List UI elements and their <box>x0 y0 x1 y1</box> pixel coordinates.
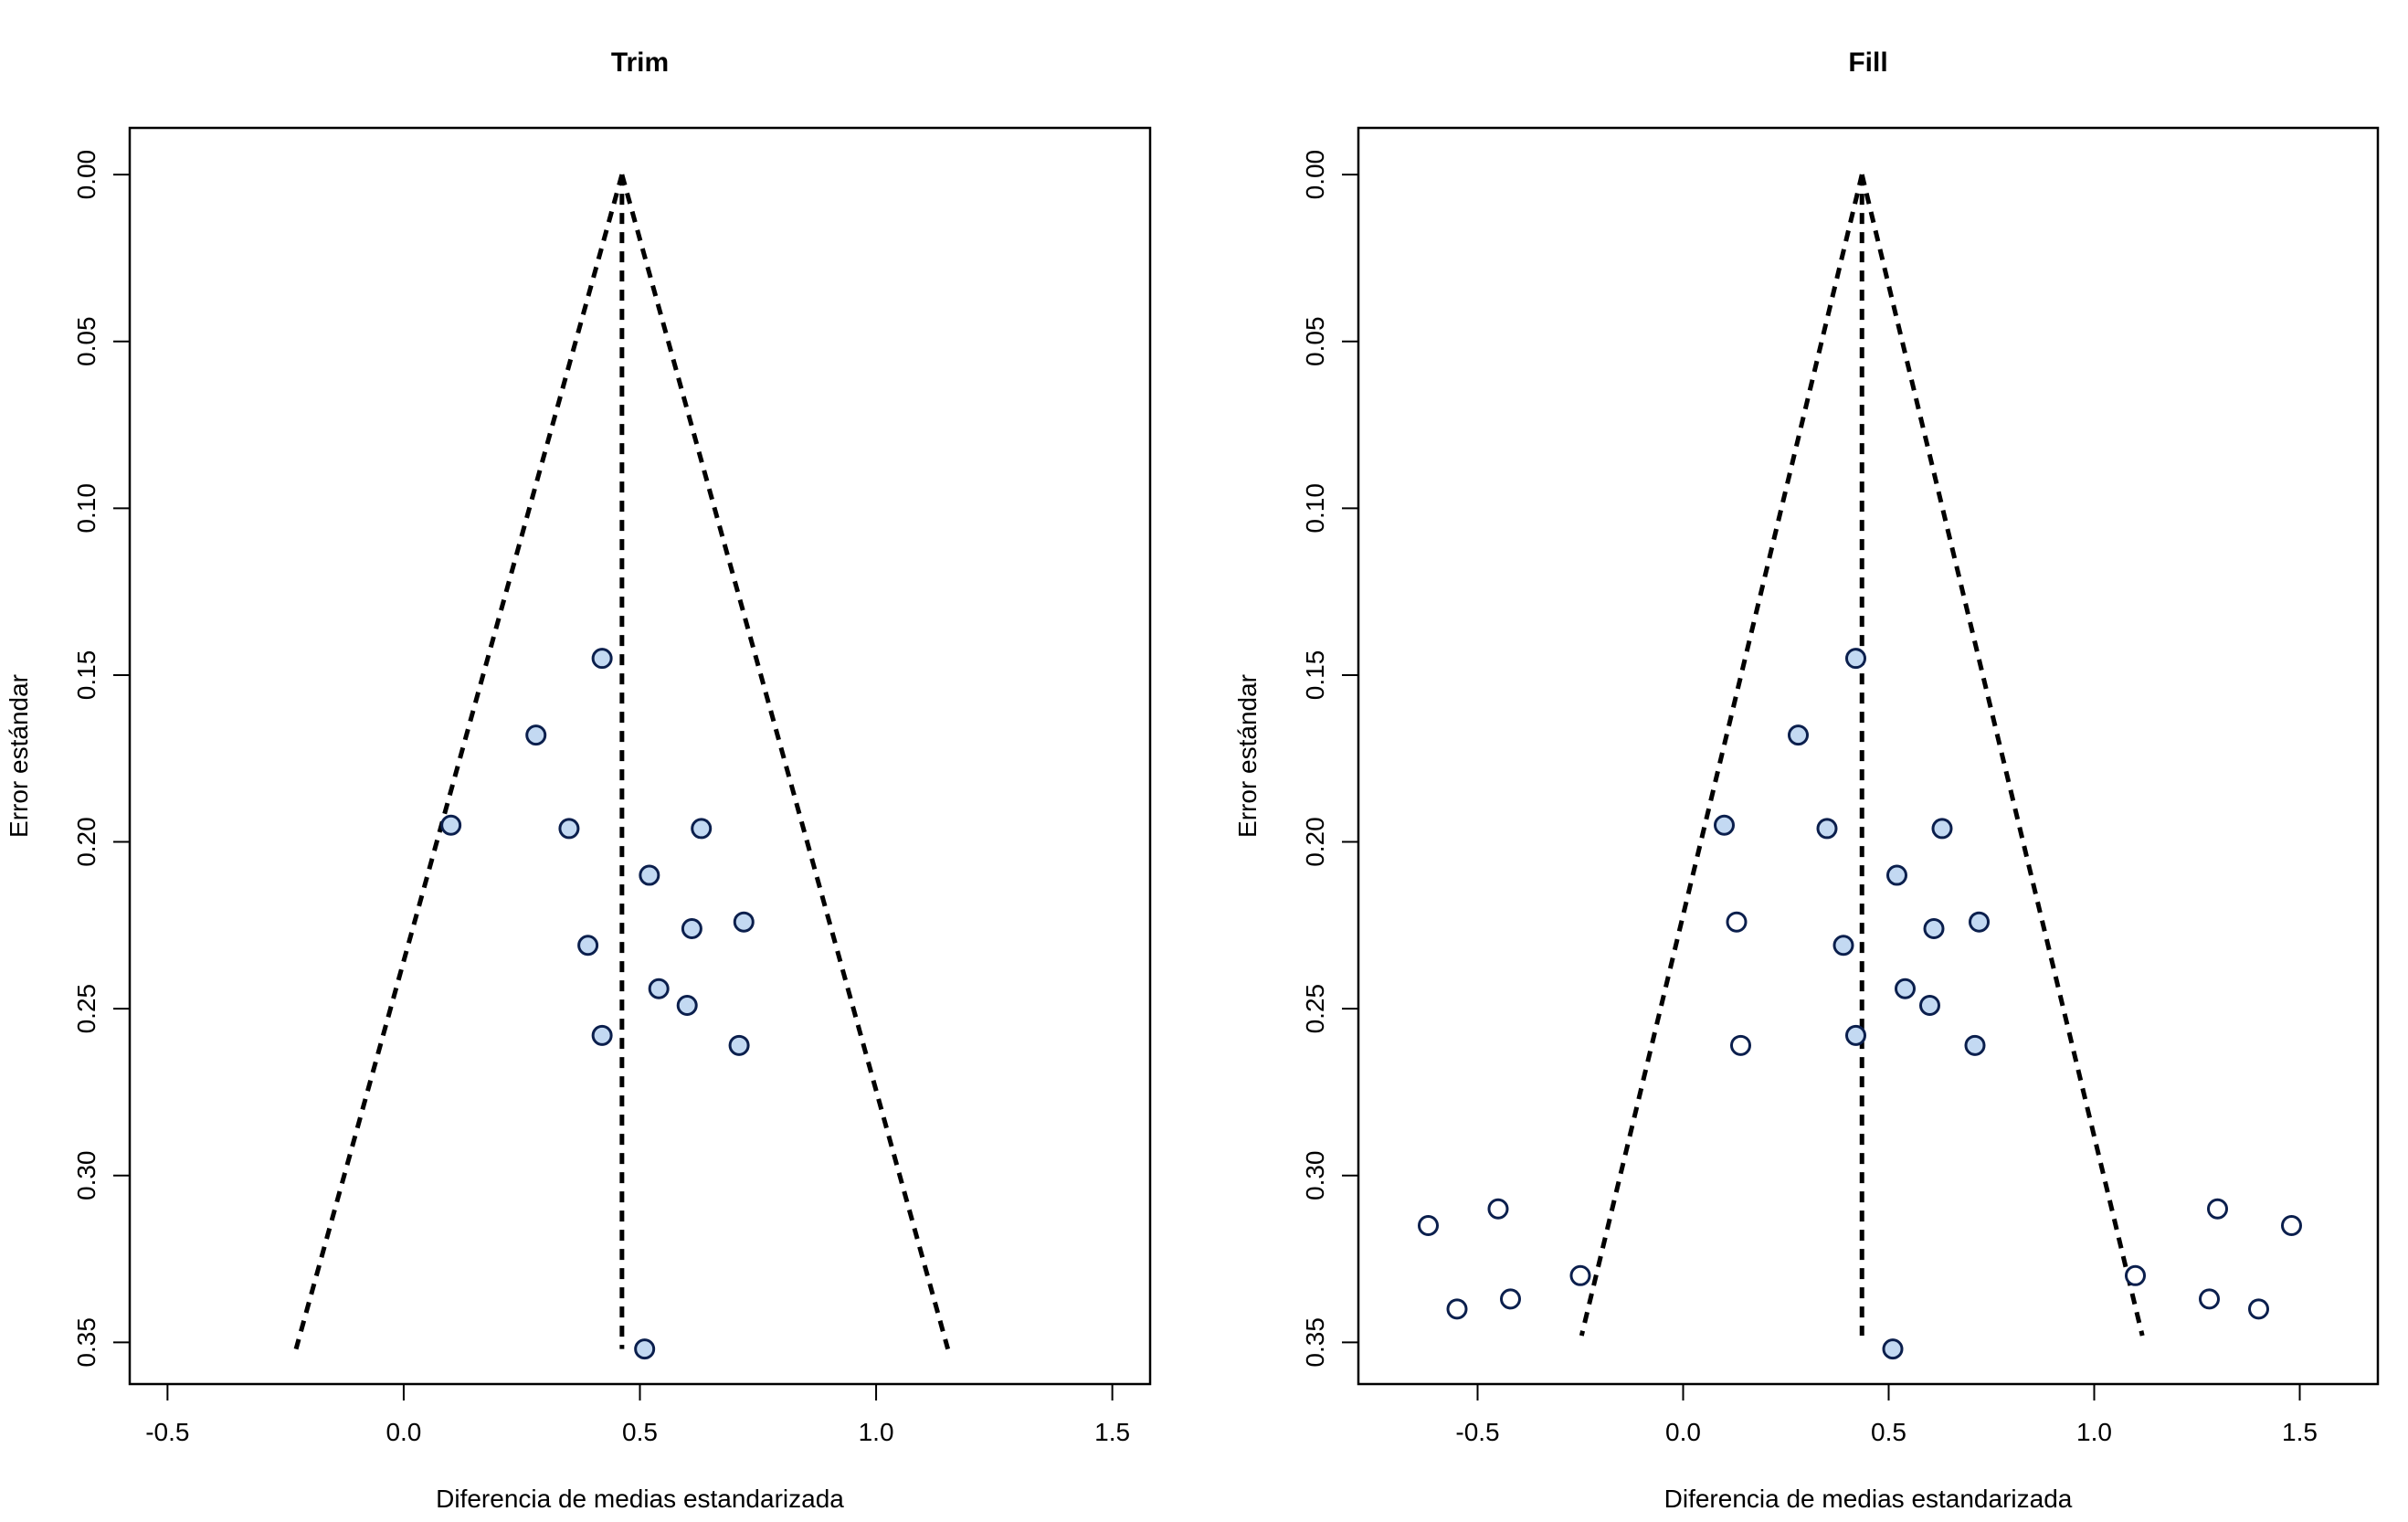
trim-funnel-left-bound <box>293 174 625 1350</box>
fill-observed-study-point <box>1964 1034 1986 1056</box>
fill-x-tick-label: 1.0 <box>2076 1418 2112 1446</box>
fill-y-axis-label: Error estándar <box>1233 674 1262 838</box>
fill-observed-study-point <box>1931 818 1953 840</box>
trim-observed-study-point <box>648 978 670 999</box>
trim-observed-study-point <box>733 911 755 933</box>
trim-y-tick-label: 0.05 <box>72 316 100 366</box>
fill-imputed-study-point <box>2207 1198 2228 1220</box>
fill-imputed-study-point <box>1446 1298 1468 1320</box>
trim-x-axis-label: Diferencia de medias estandarizada <box>436 1485 844 1513</box>
fill-imputed-study-point <box>2125 1264 2146 1286</box>
fill-observed-study-point <box>1845 1024 1866 1046</box>
fill-imputed-study-point <box>2248 1298 2269 1320</box>
fill-observed-study-point <box>1788 724 1809 746</box>
fill-observed-study-point <box>1714 814 1735 836</box>
fill-imputed-study-point <box>1569 1264 1591 1286</box>
fill-x-axis-label: Diferencia de medias estandarizada <box>1664 1485 2073 1513</box>
trim-y-tick-label: 0.00 <box>72 150 100 200</box>
fill-observed-study-point <box>1882 1338 1904 1360</box>
trim-chart-title: Trim <box>611 48 669 78</box>
fill-y-tick-label: 0.35 <box>1301 1317 1329 1368</box>
fill-imputed-study-point <box>2199 1288 2220 1310</box>
trim-observed-study-point <box>558 818 580 840</box>
fill-imputed-study-point <box>1730 1034 1751 1056</box>
fill-funnel-plot: Fill -0.5 0.0 0.5 1.0 1.5 0.00 0.05 0.10 0.15 0.20… <box>1233 48 2380 1513</box>
fill-y-tick-label: 0.20 <box>1301 817 1329 867</box>
fill-y-tick-label: 0.05 <box>1301 316 1329 366</box>
trim-y-tick-label: 0.10 <box>72 483 100 534</box>
trim-observed-study-point <box>577 935 599 957</box>
trim-funnel-right-bound <box>619 174 951 1350</box>
fill-imputed-study-point <box>1726 911 1748 933</box>
fill-observed-study-point <box>1969 911 1990 933</box>
fill-funnel-right-bound <box>1859 174 2145 1337</box>
trim-plot-frame <box>128 126 1152 1386</box>
fill-x-tick-label: 0.5 <box>1871 1418 1906 1446</box>
trim-x-tick-label: 0.5 <box>622 1418 658 1446</box>
trim-observed-study-point <box>591 648 613 670</box>
trim-x-tick-label: 0.0 <box>385 1418 421 1446</box>
trim-y-tick-label: 0.15 <box>72 650 100 701</box>
trim-observed-study-point <box>691 818 713 840</box>
trim-y-tick-label: 0.20 <box>72 817 100 867</box>
trim-y-tick-label: 0.35 <box>72 1317 100 1368</box>
fill-imputed-study-point <box>2281 1215 2302 1237</box>
fill-funnel-left-bound <box>1579 174 1864 1337</box>
fill-observed-study-point <box>1832 935 1854 957</box>
fill-observed-study-point <box>1886 864 1907 886</box>
fill-y-tick-label: 0.10 <box>1301 483 1329 534</box>
trim-observed-study-point <box>591 1024 613 1046</box>
fill-observed-study-point <box>1919 994 1940 1016</box>
fill-x-tick-label: -0.5 <box>1455 1418 1499 1446</box>
fill-imputed-study-point <box>1418 1215 1439 1237</box>
trim-observed-study-point <box>681 917 702 939</box>
fill-imputed-study-point <box>1500 1288 1521 1310</box>
fill-observed-study-point <box>1895 978 1916 999</box>
fill-y-tick-label: 0.15 <box>1301 650 1329 701</box>
trim-y-axis-label: Error estándar <box>5 674 33 838</box>
trim-x-tick-label: 1.5 <box>1094 1418 1130 1446</box>
fill-x-tick-label: 1.5 <box>2282 1418 2318 1446</box>
fill-imputed-study-point <box>1487 1198 1509 1220</box>
fill-plot-frame <box>1357 126 2380 1386</box>
fill-observed-study-point <box>1845 648 1866 670</box>
trim-observed-study-point <box>525 724 547 746</box>
trim-x-tick-label: -0.5 <box>145 1418 189 1446</box>
trim-observed-study-point <box>639 864 660 886</box>
trim-y-tick-label: 0.30 <box>72 1150 100 1200</box>
trim-observed-study-point <box>634 1338 656 1360</box>
fill-observed-study-point <box>1816 818 1838 840</box>
trim-y-tick-label: 0.25 <box>72 984 100 1034</box>
fill-observed-study-point <box>1923 917 1945 939</box>
trim-observed-study-point <box>440 814 462 836</box>
trim-observed-study-point <box>728 1034 750 1056</box>
fill-y-tick-label: 0.00 <box>1301 150 1329 200</box>
trim-funnel-plot: Trim -0.5 0.0 0.5 1.0 1.5 0.00 0.05 0.10 0.15 0.20… <box>5 48 1152 1513</box>
trim-observed-study-point <box>676 994 698 1016</box>
fill-chart-title: Fill <box>1848 48 1887 78</box>
fill-y-tick-label: 0.30 <box>1301 1150 1329 1200</box>
fill-y-tick-label: 0.25 <box>1301 984 1329 1034</box>
fill-x-tick-label: 0.0 <box>1665 1418 1701 1446</box>
trim-x-tick-label: 1.0 <box>859 1418 894 1446</box>
